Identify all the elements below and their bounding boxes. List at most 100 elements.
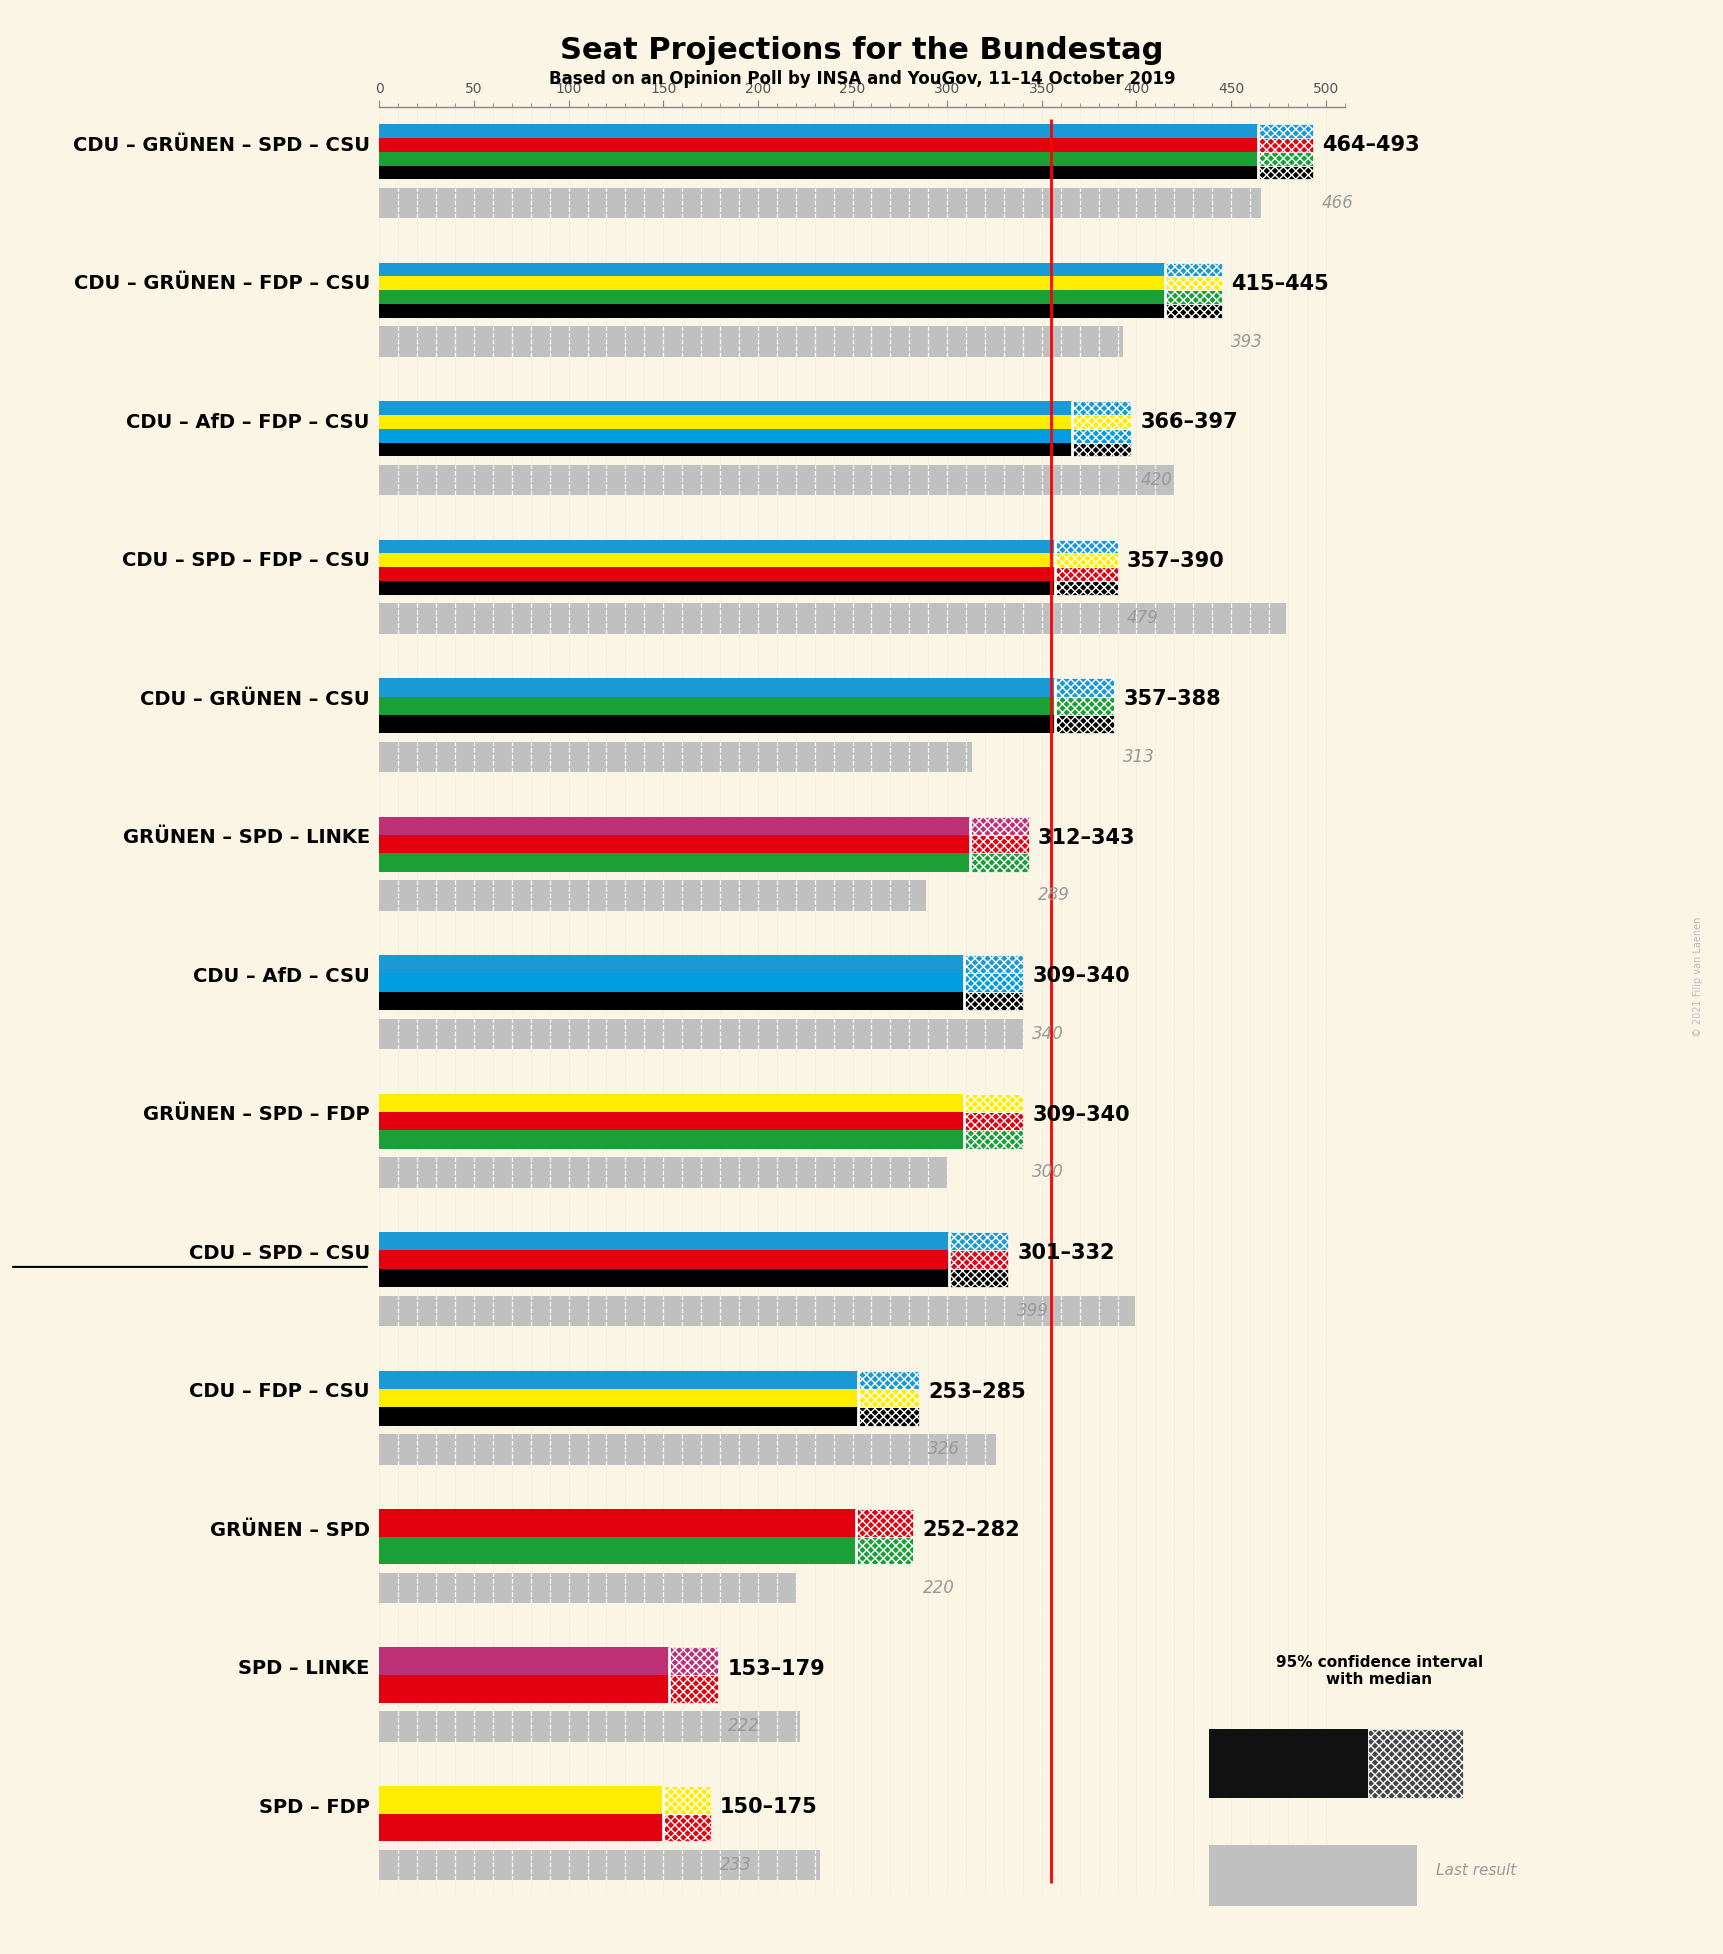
Text: 220: 220 [922, 1579, 955, 1596]
Bar [1165, 305, 1222, 319]
Bar [379, 188, 1261, 219]
Bar [379, 993, 963, 1010]
Bar [379, 1407, 858, 1426]
Bar [379, 1675, 669, 1702]
Bar [379, 553, 1054, 567]
Bar [1165, 262, 1222, 276]
Text: 309–340: 309–340 [1032, 1104, 1129, 1126]
Bar [1054, 553, 1117, 567]
Bar [963, 973, 1022, 993]
Bar [379, 1786, 663, 1813]
Bar [1054, 715, 1113, 733]
Text: 366–397: 366–397 [1139, 412, 1237, 432]
Bar [379, 152, 1256, 166]
Bar [856, 1508, 913, 1536]
Bar [379, 834, 970, 854]
Bar [379, 1094, 963, 1112]
Text: 393: 393 [1230, 332, 1263, 350]
Bar [858, 1407, 918, 1426]
Bar [379, 567, 1054, 580]
Text: 309–340: 309–340 [1032, 965, 1129, 987]
Text: 150–175: 150–175 [720, 1798, 817, 1817]
Bar [379, 678, 1054, 696]
Bar [963, 956, 1022, 973]
Text: Last result: Last result [1435, 1864, 1516, 1878]
Bar [379, 1296, 1134, 1327]
Bar [379, 1647, 669, 1675]
Bar [949, 1268, 1008, 1288]
Text: 313: 313 [1123, 748, 1154, 766]
Text: GRÜNEN – SPD – LINKE: GRÜNEN – SPD – LINKE [122, 828, 370, 848]
Bar [1165, 276, 1222, 291]
Text: 479: 479 [1127, 610, 1158, 627]
Bar [379, 166, 1256, 180]
Bar [379, 1573, 796, 1602]
Bar [1054, 580, 1117, 594]
Bar [379, 956, 963, 973]
Text: 300: 300 [1032, 1163, 1063, 1182]
Bar [379, 1268, 949, 1288]
Bar [379, 817, 970, 834]
Bar [949, 1251, 1008, 1268]
Bar [379, 1813, 663, 1841]
Title: Seat Projections for the Bundestag: Seat Projections for the Bundestag [560, 35, 1163, 64]
Bar [379, 1251, 949, 1268]
Bar [1165, 291, 1222, 305]
Bar [1054, 567, 1117, 580]
Bar [379, 1850, 820, 1880]
Bar [1208, 1729, 1366, 1798]
Bar [1054, 678, 1113, 696]
Text: CDU – GRÜNEN – CSU: CDU – GRÜNEN – CSU [140, 690, 370, 709]
Bar [1366, 1729, 1461, 1798]
Bar [379, 539, 1054, 553]
Bar [379, 125, 1256, 139]
Bar [970, 817, 1029, 834]
Text: CDU – FDP – CSU: CDU – FDP – CSU [190, 1381, 370, 1401]
Text: 95% confidence interval
with median: 95% confidence interval with median [1275, 1655, 1482, 1688]
Text: GRÜNEN – SPD: GRÜNEN – SPD [210, 1520, 370, 1540]
Bar [379, 291, 1165, 305]
Bar [379, 1370, 858, 1389]
Text: 340: 340 [1032, 1026, 1063, 1043]
Bar [963, 1131, 1022, 1149]
Bar [1054, 539, 1117, 553]
Bar [1072, 414, 1130, 428]
Text: SPD – FDP: SPD – FDP [258, 1798, 370, 1817]
Bar [963, 1094, 1022, 1112]
Text: 289: 289 [1037, 887, 1070, 905]
Bar [669, 1675, 718, 1702]
Bar [379, 743, 972, 772]
Bar [379, 276, 1165, 291]
Bar [663, 1786, 710, 1813]
Bar [379, 1389, 858, 1407]
Bar [949, 1233, 1008, 1251]
Bar [379, 465, 1173, 494]
Text: 233: 233 [720, 1856, 751, 1874]
Bar [1054, 696, 1113, 715]
Bar [379, 414, 1072, 428]
Bar [1256, 139, 1311, 152]
Text: 420: 420 [1139, 471, 1172, 488]
Bar [970, 834, 1029, 854]
Bar [1072, 428, 1130, 444]
Text: 301–332: 301–332 [1017, 1243, 1115, 1262]
Text: CDU – AfD – FDP – CSU: CDU – AfD – FDP – CSU [126, 412, 370, 432]
Text: 357–388: 357–388 [1123, 690, 1220, 709]
Bar [1256, 152, 1311, 166]
Text: 153–179: 153–179 [727, 1659, 825, 1678]
Bar [669, 1647, 718, 1675]
Bar [379, 401, 1072, 414]
Text: 312–343: 312–343 [1037, 828, 1135, 848]
Bar [379, 1131, 963, 1149]
Bar [1072, 444, 1130, 457]
Bar [379, 1508, 856, 1536]
Text: CDU – GRÜNEN – SPD – CSU: CDU – GRÜNEN – SPD – CSU [72, 135, 370, 154]
Bar [379, 1233, 949, 1251]
Bar [379, 1018, 1022, 1049]
Bar [858, 1370, 918, 1389]
Text: CDU – GRÜNEN – FDP – CSU: CDU – GRÜNEN – FDP – CSU [74, 274, 370, 293]
Text: GRÜNEN – SPD – FDP: GRÜNEN – SPD – FDP [143, 1106, 370, 1124]
Bar [1256, 125, 1311, 139]
Bar [963, 1112, 1022, 1131]
Text: 466: 466 [1322, 193, 1353, 213]
